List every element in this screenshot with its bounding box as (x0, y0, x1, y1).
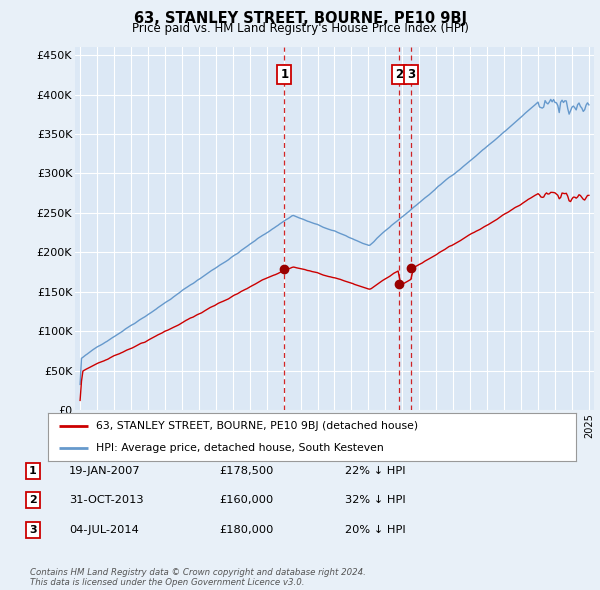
Text: 63, STANLEY STREET, BOURNE, PE10 9BJ (detached house): 63, STANLEY STREET, BOURNE, PE10 9BJ (de… (95, 421, 418, 431)
Text: 2: 2 (29, 496, 37, 505)
Text: £180,000: £180,000 (219, 525, 274, 535)
Text: 31-OCT-2013: 31-OCT-2013 (69, 496, 143, 505)
Text: 1: 1 (280, 68, 289, 81)
Text: £160,000: £160,000 (219, 496, 273, 505)
Text: 3: 3 (29, 525, 37, 535)
Text: 04-JUL-2014: 04-JUL-2014 (69, 525, 139, 535)
Text: 22% ↓ HPI: 22% ↓ HPI (345, 466, 406, 476)
Text: 63, STANLEY STREET, BOURNE, PE10 9BJ: 63, STANLEY STREET, BOURNE, PE10 9BJ (133, 11, 467, 25)
Text: HPI: Average price, detached house, South Kesteven: HPI: Average price, detached house, Sout… (95, 443, 383, 453)
Text: Contains HM Land Registry data © Crown copyright and database right 2024.
This d: Contains HM Land Registry data © Crown c… (30, 568, 366, 587)
Text: 2: 2 (395, 68, 404, 81)
Text: 19-JAN-2007: 19-JAN-2007 (69, 466, 140, 476)
Text: 20% ↓ HPI: 20% ↓ HPI (345, 525, 406, 535)
Text: Price paid vs. HM Land Registry's House Price Index (HPI): Price paid vs. HM Land Registry's House … (131, 22, 469, 35)
Text: 1: 1 (29, 466, 37, 476)
Text: 32% ↓ HPI: 32% ↓ HPI (345, 496, 406, 505)
Text: £178,500: £178,500 (219, 466, 274, 476)
Text: 3: 3 (407, 68, 415, 81)
